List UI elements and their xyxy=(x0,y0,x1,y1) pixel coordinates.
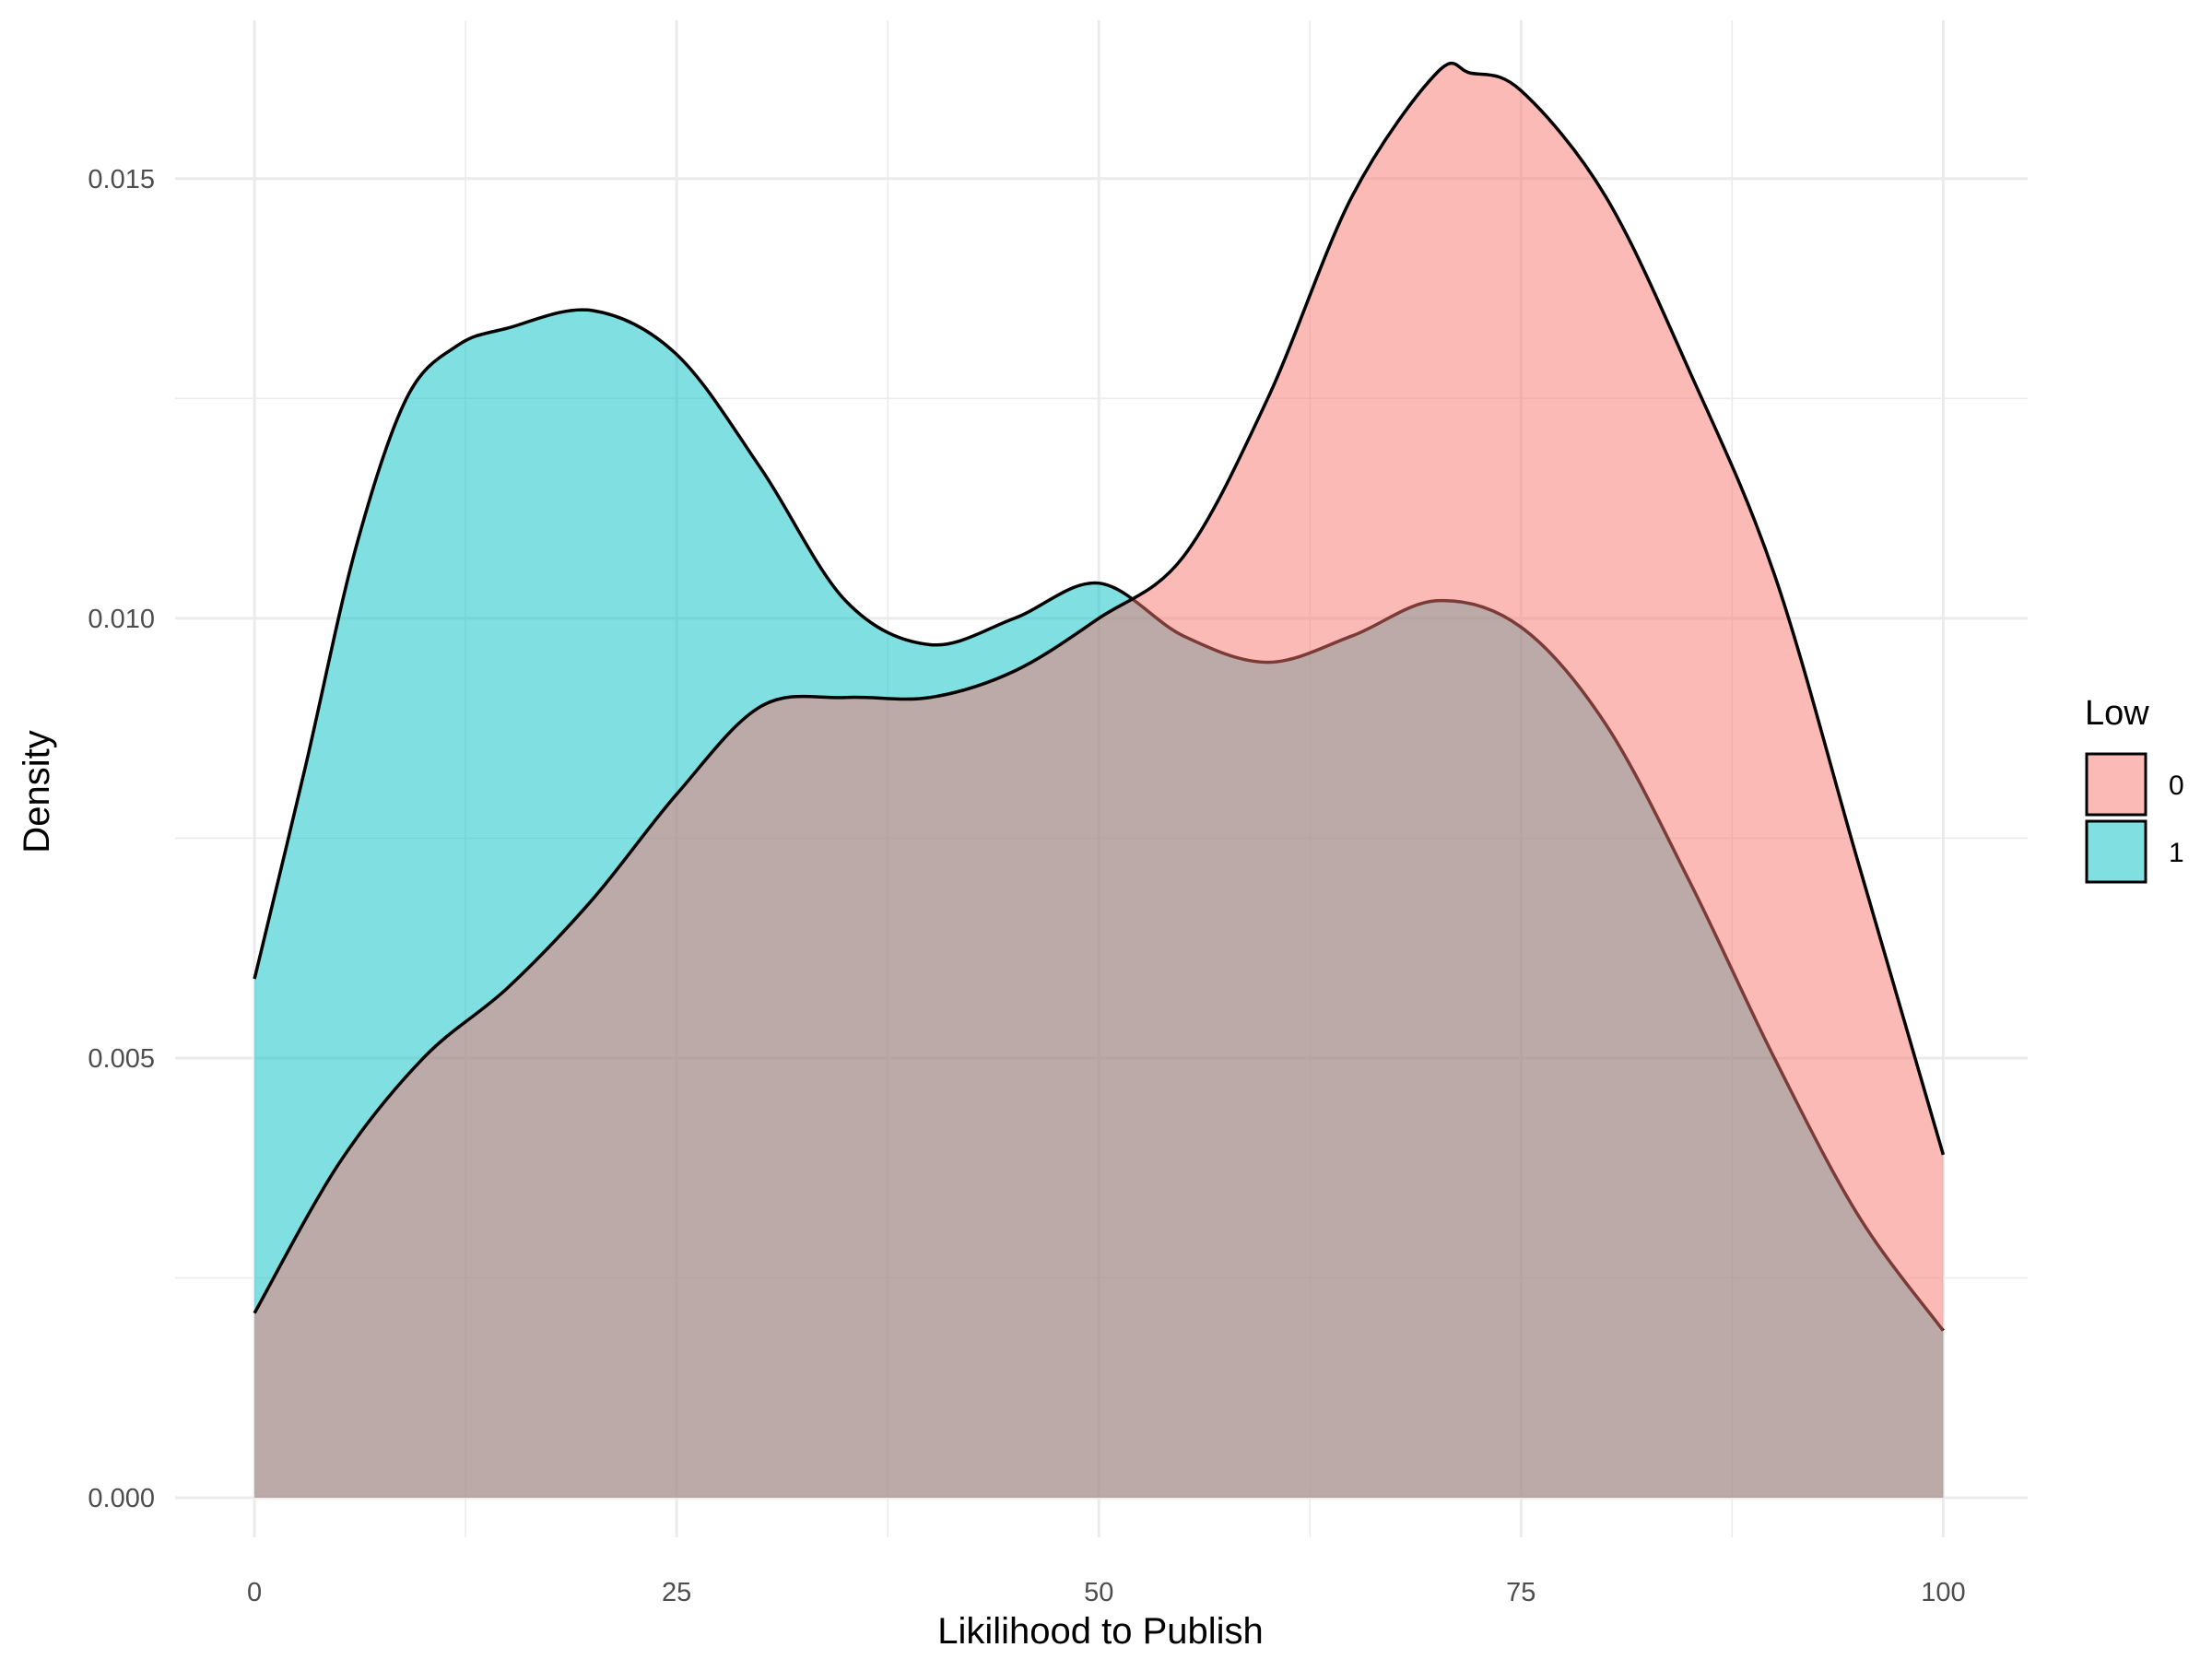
legend-key-0 xyxy=(2085,752,2147,817)
legend-key-1 xyxy=(2085,819,2147,884)
y-tick-label: 0.005 xyxy=(88,1044,155,1074)
x-tick-label: 0 xyxy=(247,1578,262,1607)
legend-title: Low xyxy=(2085,694,2149,733)
x-axis-tick-labels: 0 25 50 75 100 xyxy=(247,1578,1966,1607)
legend-label-0: 0 xyxy=(2169,771,2184,801)
density-area-0 xyxy=(254,63,1944,1499)
x-axis-title: Likilihood to Publish xyxy=(937,1611,1264,1652)
y-axis-title: Density xyxy=(17,730,57,853)
y-tick-label: 0.015 xyxy=(88,165,155,194)
x-tick-label: 50 xyxy=(1084,1578,1113,1607)
x-tick-label: 100 xyxy=(1921,1578,1965,1607)
x-tick-label: 75 xyxy=(1506,1578,1535,1607)
density-areas xyxy=(253,61,1946,1499)
legend: Low 0 1 xyxy=(2085,694,2184,884)
legend-label-1: 1 xyxy=(2169,838,2184,868)
y-tick-label: 0.000 xyxy=(88,1484,155,1513)
density-line-0 xyxy=(253,61,1946,1314)
x-tick-label: 25 xyxy=(662,1578,691,1607)
y-tick-label: 0.010 xyxy=(88,605,155,634)
y-axis-tick-labels: 0.000 0.005 0.010 0.015 xyxy=(88,165,155,1513)
